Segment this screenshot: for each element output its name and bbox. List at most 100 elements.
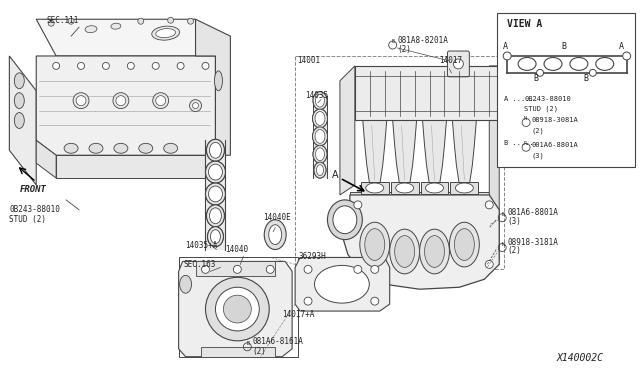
Ellipse shape [518, 57, 536, 70]
Text: A ......: A ...... [504, 96, 538, 102]
Text: 08918-3081A: 08918-3081A [531, 118, 578, 124]
Ellipse shape [316, 148, 324, 161]
Text: B: B [501, 212, 504, 217]
Bar [179, 257, 298, 357]
Circle shape [485, 201, 493, 209]
Polygon shape [363, 121, 387, 185]
Text: 0B243-88010: 0B243-88010 [10, 205, 60, 214]
Text: X140002C: X140002C [557, 353, 604, 363]
Ellipse shape [14, 93, 24, 109]
Ellipse shape [205, 183, 225, 205]
Ellipse shape [312, 127, 328, 146]
Ellipse shape [395, 235, 415, 267]
Circle shape [152, 62, 159, 69]
Circle shape [76, 96, 86, 106]
Bar [390, 182, 419, 194]
Ellipse shape [269, 225, 282, 244]
Ellipse shape [180, 275, 191, 293]
FancyBboxPatch shape [447, 51, 469, 77]
Text: (2): (2) [531, 127, 544, 134]
Circle shape [623, 52, 630, 60]
Circle shape [48, 20, 54, 26]
Ellipse shape [211, 230, 220, 244]
Circle shape [453, 59, 463, 69]
Ellipse shape [317, 165, 323, 176]
Text: B ......: B ...... [504, 140, 538, 146]
Ellipse shape [205, 183, 225, 205]
Text: (2): (2) [397, 45, 412, 54]
Polygon shape [36, 19, 216, 56]
Ellipse shape [570, 57, 588, 70]
Ellipse shape [164, 143, 178, 153]
Ellipse shape [205, 161, 225, 183]
Text: B: B [561, 42, 566, 51]
Bar [361, 182, 388, 194]
Circle shape [102, 62, 109, 69]
Text: 14001: 14001 [297, 56, 320, 65]
Circle shape [168, 17, 173, 23]
Ellipse shape [365, 229, 385, 260]
Text: 14017+A: 14017+A [282, 310, 314, 319]
Polygon shape [355, 66, 499, 121]
Ellipse shape [360, 222, 390, 267]
Circle shape [503, 52, 511, 60]
Polygon shape [342, 195, 499, 289]
Ellipse shape [207, 227, 223, 247]
Polygon shape [56, 155, 216, 178]
Ellipse shape [114, 143, 128, 153]
Ellipse shape [205, 161, 225, 183]
Ellipse shape [313, 145, 327, 163]
Ellipse shape [396, 183, 413, 193]
Ellipse shape [317, 165, 323, 176]
Circle shape [216, 287, 259, 331]
Ellipse shape [316, 94, 324, 107]
Circle shape [202, 265, 209, 273]
Circle shape [304, 297, 312, 305]
Text: 14035: 14035 [305, 91, 328, 100]
Ellipse shape [209, 208, 221, 224]
Text: VIEW A: VIEW A [507, 19, 543, 29]
Circle shape [205, 277, 269, 341]
Polygon shape [452, 121, 476, 185]
Ellipse shape [207, 205, 225, 227]
Text: STUD (2): STUD (2) [524, 106, 558, 112]
Ellipse shape [313, 92, 327, 110]
Circle shape [234, 265, 241, 273]
Ellipse shape [207, 140, 225, 161]
Polygon shape [350, 192, 489, 210]
Text: 001A6-8801A: 001A6-8801A [531, 142, 578, 148]
Circle shape [127, 62, 134, 69]
Ellipse shape [209, 186, 223, 202]
Polygon shape [205, 140, 225, 250]
Circle shape [589, 69, 596, 76]
Ellipse shape [314, 162, 326, 178]
Polygon shape [179, 262, 292, 357]
Circle shape [536, 69, 543, 76]
Ellipse shape [214, 71, 223, 91]
Text: 081A6-8801A: 081A6-8801A [507, 208, 558, 217]
Ellipse shape [209, 164, 223, 180]
Text: R: R [524, 141, 527, 146]
Ellipse shape [315, 112, 325, 125]
Ellipse shape [89, 143, 103, 153]
Ellipse shape [449, 222, 479, 267]
Ellipse shape [207, 227, 223, 247]
Ellipse shape [314, 265, 369, 303]
Ellipse shape [156, 29, 175, 38]
Ellipse shape [544, 57, 562, 70]
Text: (2): (2) [252, 347, 266, 356]
Text: (3): (3) [531, 152, 544, 159]
Ellipse shape [139, 143, 153, 153]
Bar [295, 56, 504, 269]
Polygon shape [36, 56, 216, 155]
Ellipse shape [315, 112, 325, 125]
Ellipse shape [207, 140, 225, 161]
Ellipse shape [209, 142, 221, 158]
Circle shape [73, 93, 89, 109]
Text: 14040: 14040 [225, 244, 248, 253]
Ellipse shape [313, 145, 327, 163]
Text: (3): (3) [507, 217, 521, 226]
Text: N: N [524, 116, 527, 122]
Ellipse shape [209, 208, 221, 224]
Polygon shape [196, 19, 230, 155]
